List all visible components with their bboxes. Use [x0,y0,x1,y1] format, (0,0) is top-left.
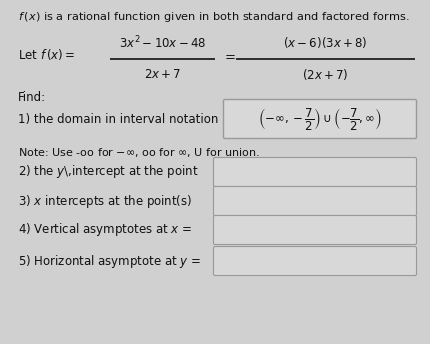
Text: 3) $x$ intercepts at the point(s): 3) $x$ intercepts at the point(s) [18,193,192,209]
Text: $2x+7$: $2x+7$ [144,68,181,82]
FancyBboxPatch shape [214,215,417,245]
FancyBboxPatch shape [224,99,417,139]
Text: $3x^2-10x-48$: $3x^2-10x-48$ [119,35,206,51]
Text: $\left(-\infty,-\dfrac{7}{2}\right)\cup\left(-\dfrac{7}{2},\infty\right)$: $\left(-\infty,-\dfrac{7}{2}\right)\cup\… [258,106,382,132]
FancyBboxPatch shape [214,247,417,276]
Text: $f\,(x)$ is a rational function given in both standard and factored forms.: $f\,(x)$ is a rational function given in… [18,10,409,24]
FancyBboxPatch shape [214,158,417,186]
Text: $(2x+7)$: $(2x+7)$ [302,67,349,83]
Text: 2) the $y$\,intercept at the point: 2) the $y$\,intercept at the point [18,163,199,181]
Text: 1) the domain in interval notation: 1) the domain in interval notation [18,112,218,126]
Text: Let $f\,(x)=$: Let $f\,(x)=$ [18,46,75,62]
Text: $=$: $=$ [222,50,236,63]
Text: 4) Vertical asymptotes at $x$ =: 4) Vertical asymptotes at $x$ = [18,222,192,238]
Text: Find:: Find: [18,91,46,104]
Text: 5) Horizontal asymptote at $y$ =: 5) Horizontal asymptote at $y$ = [18,252,201,269]
Text: $(x-6)(3x+8)$: $(x-6)(3x+8)$ [283,35,368,51]
FancyBboxPatch shape [214,186,417,215]
Text: Note: Use -oo for $-\infty$, oo for $\infty$, U for union.: Note: Use -oo for $-\infty$, oo for $\in… [18,146,260,159]
